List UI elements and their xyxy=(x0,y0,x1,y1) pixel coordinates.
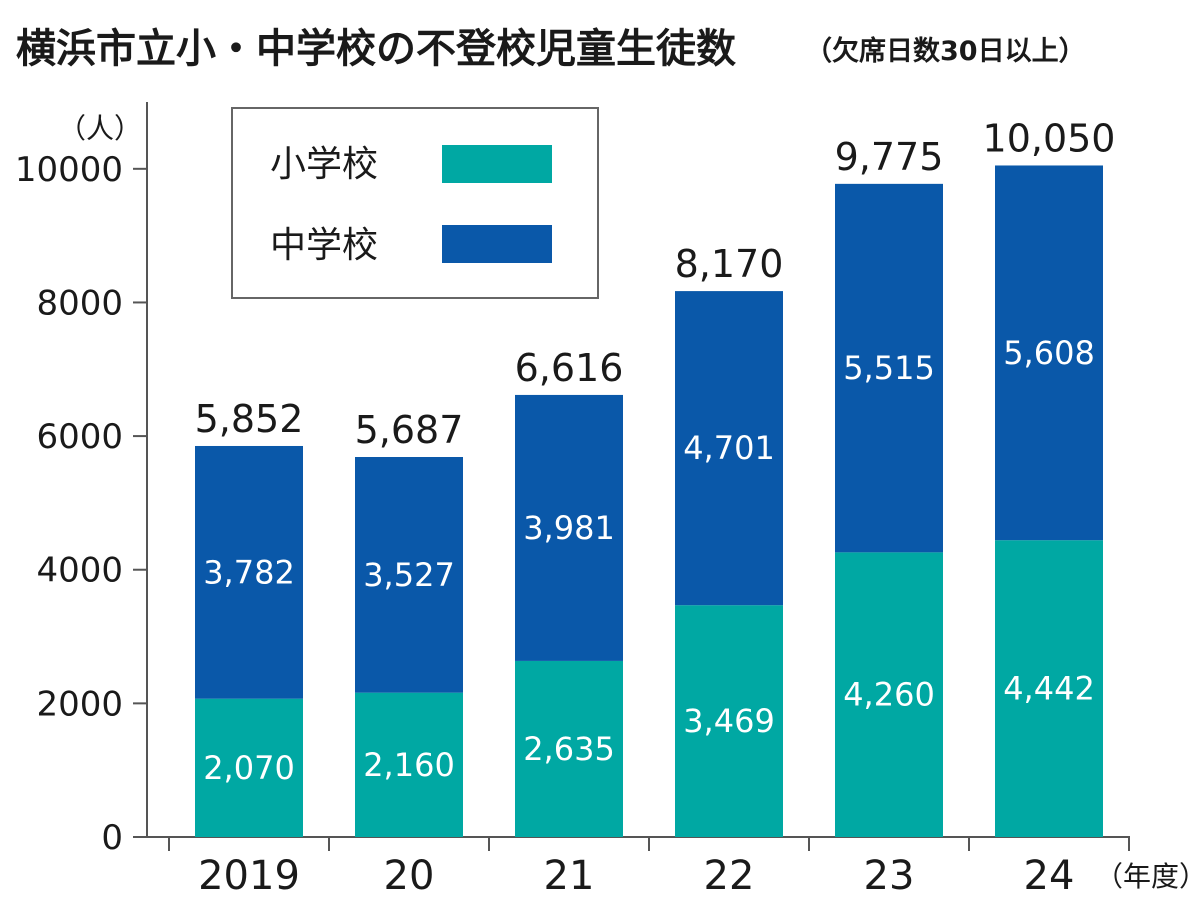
legend-label-junior-high: 中学校 xyxy=(270,225,378,266)
y-tick-label: 8000 xyxy=(36,283,123,323)
legend-label-elementary: 小学校 xyxy=(270,144,378,185)
chart-title: 横浜市立小・中学校の不登校児童生徒数 （欠席日数30日以上） xyxy=(16,26,1086,72)
chart-title-main: 横浜市立小・中学校の不登校児童生徒数 xyxy=(16,26,736,72)
legend: 小学校 中学校 xyxy=(231,107,599,299)
bar-segment-elementary xyxy=(995,540,1103,837)
x-tick-label: 20 xyxy=(384,853,435,899)
legend-box xyxy=(231,107,599,299)
bar-segment-elementary xyxy=(675,605,783,837)
x-tick-label: 2019 xyxy=(198,853,300,899)
x-tick-label: 21 xyxy=(544,853,595,899)
bar-segment-elementary xyxy=(515,660,623,837)
bar-segment-elementary xyxy=(835,552,943,837)
data-label-elementary: 2,070 xyxy=(203,749,295,787)
bar-segment-junior-high xyxy=(995,165,1103,541)
bar-segment-junior-high xyxy=(675,291,783,606)
data-label-total: 9,775 xyxy=(835,135,944,179)
data-label-junior-high: 4,701 xyxy=(683,429,775,467)
bar-segment-junior-high xyxy=(355,457,463,693)
data-label-total: 8,170 xyxy=(675,242,784,286)
bar-segment-junior-high xyxy=(515,394,623,661)
data-label-total: 5,687 xyxy=(355,408,464,452)
bar-segment-elementary xyxy=(355,692,463,837)
x-tick-label: 23 xyxy=(864,853,915,899)
data-label-elementary: 2,160 xyxy=(363,746,455,784)
data-label-elementary: 2,635 xyxy=(523,730,615,768)
y-tick-label: 6000 xyxy=(36,417,123,457)
data-label-total: 10,050 xyxy=(983,116,1116,160)
data-label-junior-high: 3,981 xyxy=(523,509,615,547)
x-tick-label: 24 xyxy=(1024,853,1075,899)
legend-swatch-junior-high xyxy=(442,225,552,263)
data-label-total: 6,616 xyxy=(515,346,624,390)
x-axis-unit-label: （年度） xyxy=(1095,860,1200,893)
y-tick-label: 4000 xyxy=(36,551,123,591)
data-label-junior-high: 5,515 xyxy=(843,349,935,387)
y-tick-label: 2000 xyxy=(36,684,123,724)
bar-segment-elementary xyxy=(195,698,303,837)
legend-swatch-elementary xyxy=(442,145,552,183)
bar-segment-junior-high xyxy=(835,183,943,553)
data-label-total: 5,852 xyxy=(195,397,304,441)
data-label-junior-high: 5,608 xyxy=(1003,334,1095,372)
y-tick-label: 10000 xyxy=(15,150,123,190)
data-label-elementary: 4,442 xyxy=(1003,670,1095,708)
bar-segment-junior-high xyxy=(195,445,303,699)
x-tick-label: 22 xyxy=(704,853,755,899)
bars: 2,070 3,782 5,852 2,160 3,527 5,687 2,635 3,981… xyxy=(195,116,1116,837)
data-label-elementary: 4,260 xyxy=(843,676,935,714)
chart-subtitle: （欠席日数30日以上） xyxy=(805,35,1086,67)
data-label-junior-high: 3,527 xyxy=(363,556,455,594)
axes: 0 2000 4000 6000 8000 10000 2019 20 21 22 23 24 xyxy=(15,102,1130,899)
y-tick-label: 0 xyxy=(101,818,123,858)
data-label-elementary: 3,469 xyxy=(683,702,775,740)
data-label-junior-high: 3,782 xyxy=(203,553,295,591)
y-axis-unit-label: （人） xyxy=(58,112,142,145)
